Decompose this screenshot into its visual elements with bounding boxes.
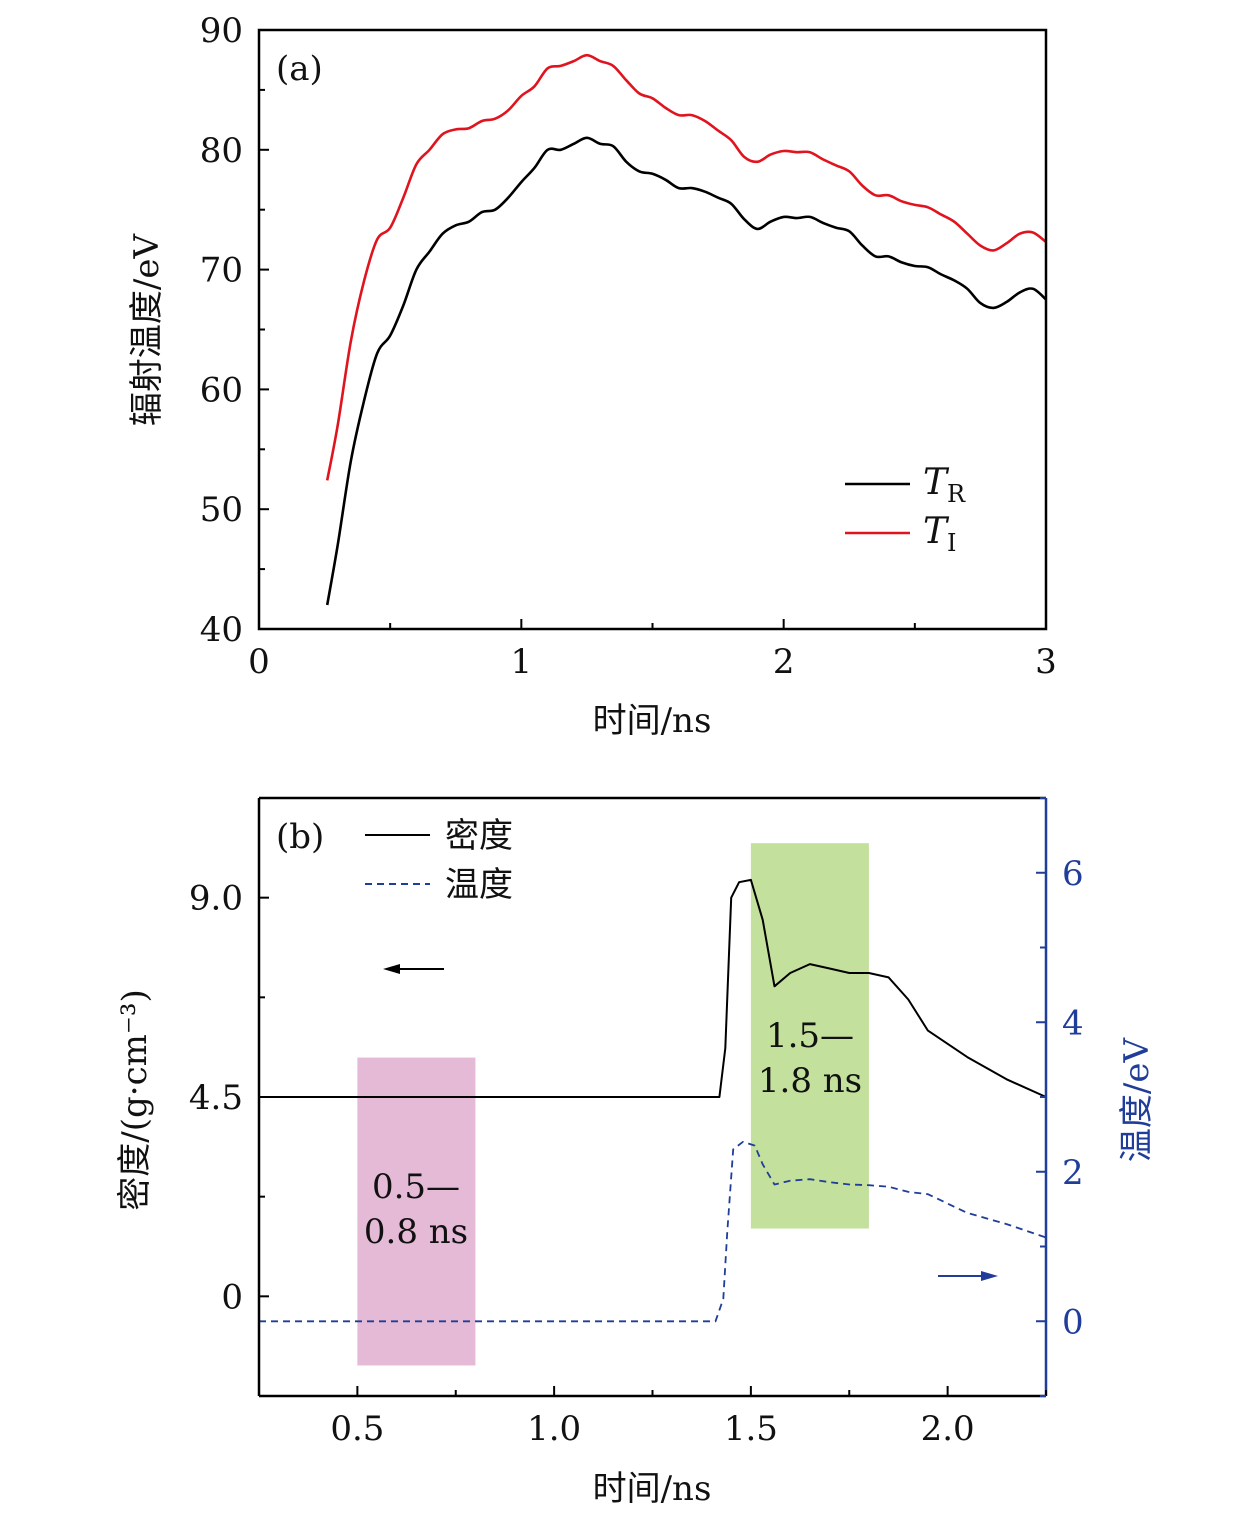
x-tick-label: 1.5	[724, 1409, 778, 1449]
x-tick-label: 0.5	[330, 1409, 384, 1449]
y-tick-label: 50	[200, 490, 243, 530]
region-label-2-line1: 1.5—	[766, 1016, 854, 1056]
legend: TR TI	[845, 462, 966, 557]
y-left-tick-label: 9.0	[189, 879, 243, 919]
panel-a-xlabel: 时间/ns	[593, 701, 712, 741]
legend-label-temperature: 温度	[445, 865, 513, 905]
density-line	[259, 878, 1047, 1098]
x-tick-label: 3	[1035, 642, 1057, 682]
panel-a-ylabel: 辐射温度/eV	[127, 232, 167, 426]
arrow-right-icon	[938, 1271, 998, 1281]
y-tick-label: 90	[200, 11, 243, 51]
y-right-tick-label: 4	[1062, 1003, 1084, 1043]
panel-b-label: (b)	[276, 817, 324, 857]
legend-label-density: 密度	[445, 816, 513, 856]
y-right-tick-label: 6	[1062, 854, 1084, 894]
panel-b-xlabel: 时间/ns	[593, 1469, 712, 1509]
y-tick-label: 70	[200, 251, 243, 291]
legend-label-ti: TI	[923, 511, 957, 557]
shaded-region-2	[750, 843, 869, 1229]
region-label-1-line1: 0.5—	[372, 1167, 460, 1207]
region-label-2-line2: 1.8 ns	[758, 1061, 862, 1101]
panel-b-ylabel-right: 温度/eV	[1117, 1036, 1157, 1162]
panel-a-label: (a)	[276, 49, 323, 89]
x-tick-label: 0	[248, 642, 270, 682]
series-line-ti	[325, 53, 1047, 481]
y-tick-label: 60	[200, 370, 243, 410]
panel-b: 0.5 1.0 1.5 2.0 0 4.5 9.0 0 2 4 6 (b) 时间/ns 密度/(g·…	[115, 796, 1157, 1509]
y-left-tick-label: 4.5	[189, 1078, 243, 1118]
legend-label-tr: TR	[923, 462, 966, 508]
y-right-tick-label: 0	[1062, 1302, 1084, 1342]
legend-b: 密度 温度	[365, 816, 513, 905]
x-tick-label: 1	[511, 642, 533, 682]
x-tick-label: 2	[773, 642, 795, 682]
y-right-tick-label: 2	[1062, 1153, 1084, 1193]
temperature-line	[259, 1140, 1047, 1323]
shaded-region-1	[357, 1057, 476, 1366]
x-tick-label: 2.0	[921, 1409, 975, 1449]
panel-b-ylabel-left: 密度/(g·cm⁻³)	[115, 989, 155, 1210]
y-left-tick-label: 0	[221, 1277, 243, 1317]
panel-a: 0 1 2 3 40 50 60 70 80 90 (a) 时间/ns 辐射温度/eV TR TI	[127, 11, 1057, 741]
y-tick-label: 80	[200, 131, 243, 171]
region-label-1-line2: 0.8 ns	[364, 1212, 468, 1252]
x-tick-label: 1.0	[527, 1409, 581, 1449]
y-tick-label: 40	[200, 610, 243, 650]
series-line-tr	[325, 136, 1047, 606]
arrow-left-icon	[383, 964, 444, 974]
